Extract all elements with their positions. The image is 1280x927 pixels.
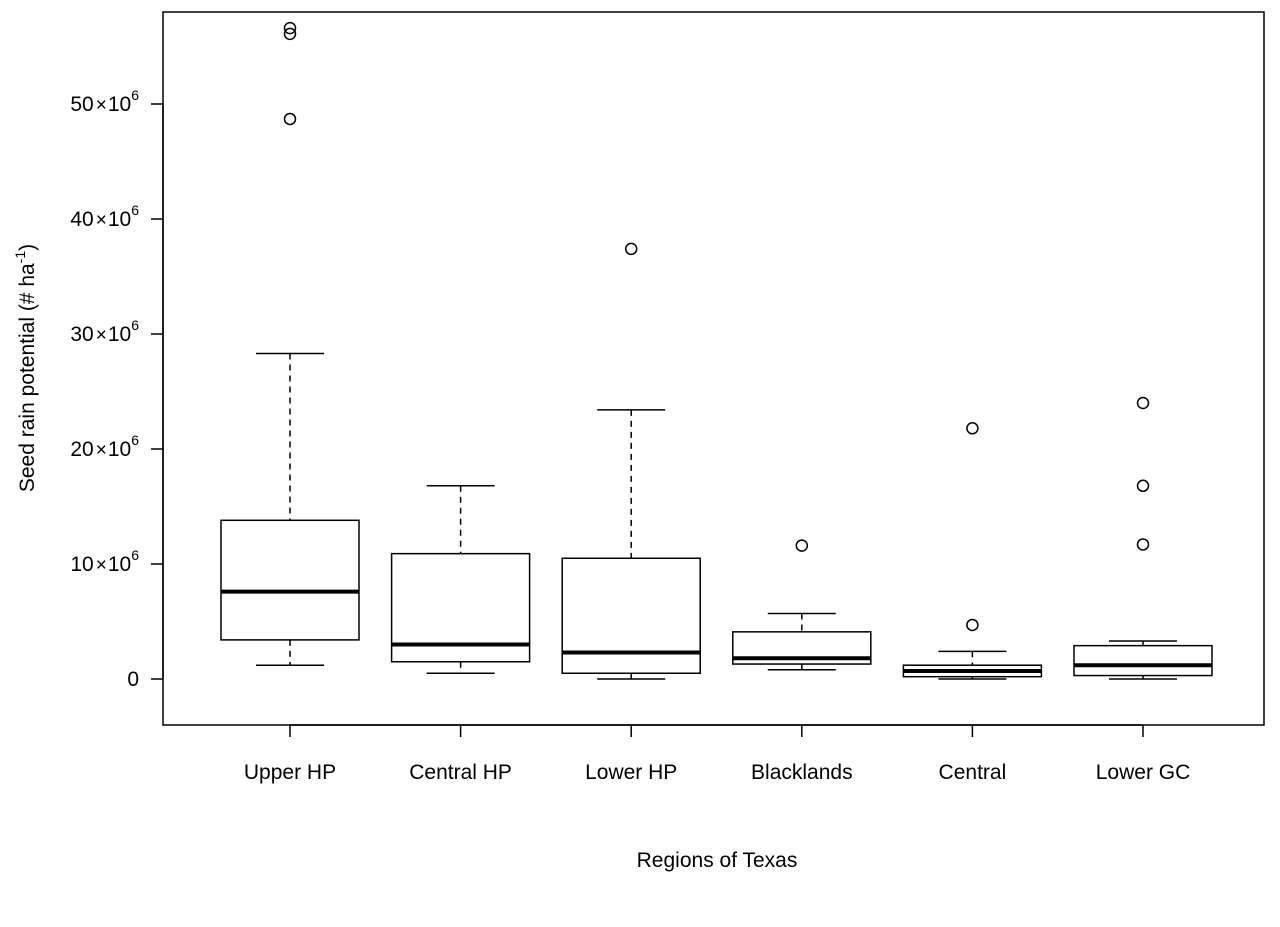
y-tick-times: ×	[96, 440, 107, 461]
y-tick-times: ×	[96, 325, 107, 346]
y-tick-exponent: 6	[131, 87, 139, 103]
y-tick-base: 10	[108, 323, 131, 346]
iqr-box	[1073, 644, 1213, 677]
y-tick-label: 20 ×106	[70, 432, 139, 461]
y-tick-times: ×	[96, 95, 107, 116]
outlier-point	[795, 539, 809, 552]
x-tick-label: Central HP	[409, 761, 512, 784]
y-tick-mantissa: 50	[70, 93, 93, 116]
y-tick-label: 50 ×106	[70, 87, 139, 116]
y-tick-base: 10	[108, 438, 131, 461]
y-tick-label: 0	[127, 668, 139, 691]
y-axis-title: Seed rain potential (# ha-1)	[12, 244, 39, 492]
outlier-point	[283, 112, 297, 126]
outlier-point	[966, 618, 979, 632]
y-tick-exponent: 6	[131, 202, 139, 218]
y-tick-times: ×	[96, 210, 107, 231]
x-tick-label: Central	[939, 761, 1007, 784]
outlier-point	[966, 422, 979, 435]
outlier-point	[1136, 396, 1150, 410]
y-axis-title-sup: -1	[12, 251, 28, 264]
y-tick-mantissa: 10	[70, 553, 93, 576]
x-tick-label: Blacklands	[751, 761, 853, 784]
y-tick-exponent: 6	[131, 432, 139, 448]
y-tick-mantissa: 40	[70, 208, 93, 231]
y-tick-base: 10	[108, 93, 131, 116]
y-tick-base: 10	[108, 553, 131, 576]
iqr-box	[561, 557, 701, 674]
outlier-point	[283, 21, 297, 35]
y-tick-label: 40 ×106	[70, 202, 139, 231]
y-axis-title-close: )	[16, 244, 39, 251]
y-tick-mantissa: 0	[127, 668, 139, 691]
outlier-point	[1136, 479, 1150, 493]
y-tick-exponent: 6	[131, 317, 139, 333]
x-tick-label: Lower GC	[1096, 761, 1191, 784]
y-tick-mantissa: 20	[70, 438, 93, 461]
y-tick-base: 10	[108, 208, 131, 231]
y-tick-exponent: 6	[131, 547, 139, 563]
x-axis-title: Regions of Texas	[637, 849, 798, 872]
x-axis: Upper HP Central HP Lower HP Blacklands Cent…	[244, 724, 1191, 784]
x-tick-label: Lower HP	[585, 761, 677, 784]
outlier-point	[624, 242, 638, 256]
y-axis-title-main: Seed rain potential (# ha	[16, 263, 39, 492]
boxes-group	[220, 21, 1213, 680]
outlier-point	[1136, 538, 1150, 551]
outlier-point	[283, 27, 297, 41]
y-tick-times: ×	[96, 555, 107, 576]
y-tick-label: 30 ×106	[70, 317, 139, 346]
iqr-box	[220, 519, 360, 641]
y-tick-label: 10 ×106	[70, 547, 139, 576]
y-tick-mantissa: 30	[70, 323, 93, 346]
x-tick-label: Upper HP	[244, 761, 336, 784]
